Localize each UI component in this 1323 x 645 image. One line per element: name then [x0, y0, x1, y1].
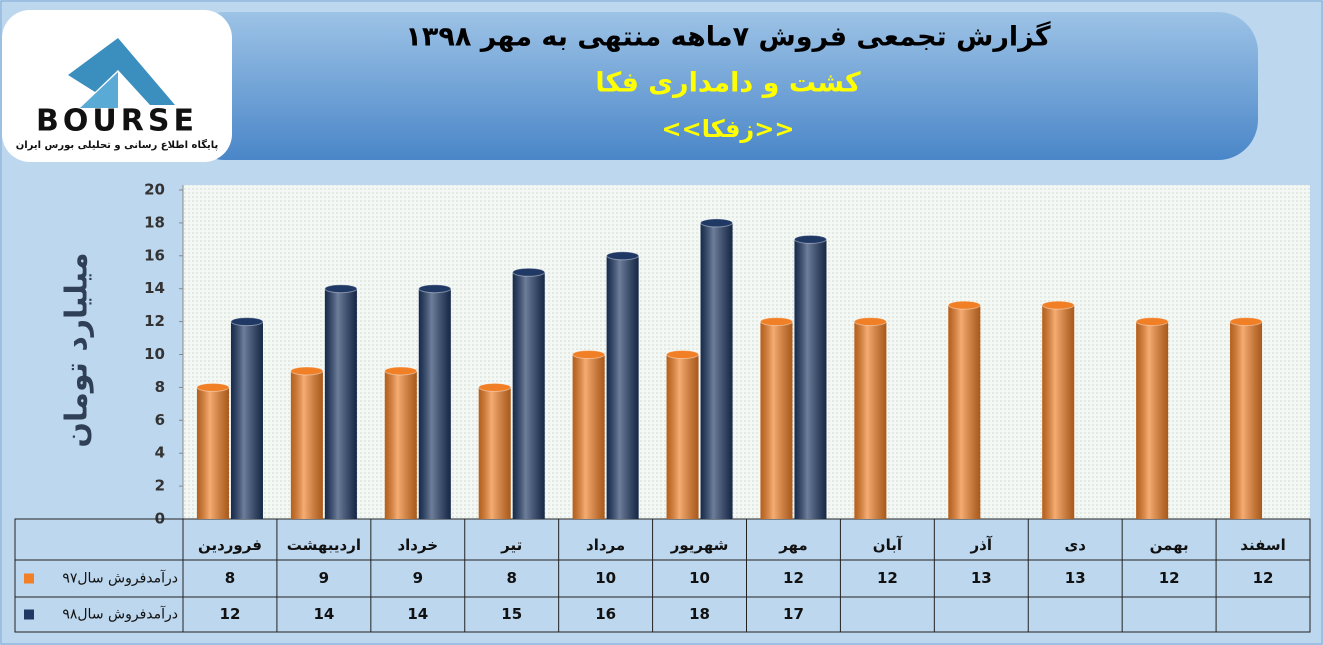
table-value: 9 — [413, 569, 423, 587]
bar-shade — [1042, 305, 1075, 519]
bar-cap — [290, 366, 324, 376]
bar-cap — [324, 284, 358, 294]
table-value: 12 — [220, 605, 241, 623]
x-tick-label: بهمن — [1150, 536, 1189, 554]
bar-cap — [1135, 317, 1169, 327]
x-tick-label: آذر — [970, 536, 993, 554]
y-tick-label: 16 — [144, 246, 165, 264]
bar-shade — [1136, 321, 1169, 519]
table-value: 14 — [313, 605, 334, 623]
table-value: 8 — [225, 569, 235, 587]
table-value: 12 — [1253, 569, 1274, 587]
bar-shade — [418, 288, 451, 519]
table-value: 12 — [1159, 569, 1180, 587]
y-tick-label: 6 — [155, 411, 165, 429]
bar-shade — [794, 239, 827, 519]
bar-shade — [572, 354, 605, 519]
table-value: 15 — [501, 605, 522, 623]
bar-shade — [606, 255, 639, 520]
bar-cap — [512, 267, 546, 277]
bar-shade — [290, 370, 323, 519]
x-tick-label: اسفند — [1240, 536, 1285, 554]
bar-shade — [948, 305, 981, 519]
logo-tagline: پایگاه اطلاع رسانی و تحلیلی بورس ایران — [16, 138, 219, 151]
bar-cap — [793, 234, 827, 244]
bar-cap — [418, 284, 452, 294]
x-tick-label: خرداد — [397, 536, 438, 554]
table-value: 13 — [971, 569, 992, 587]
bar-shade — [1230, 321, 1263, 519]
y-axis-label: میلیارد تومان — [60, 252, 95, 447]
bar-cap — [700, 218, 734, 228]
bar-shade — [196, 387, 229, 519]
chart-symbol: <<زفکا>> — [662, 115, 795, 143]
bar-cap — [1041, 300, 1075, 310]
x-tick-label: شهریور — [670, 536, 729, 554]
bar-cap — [1229, 317, 1263, 327]
x-tick-label: آبان — [873, 536, 903, 554]
table-value: 13 — [1065, 569, 1086, 587]
table-value: 10 — [595, 569, 616, 587]
bar-cap — [759, 317, 793, 327]
bar-cap — [196, 382, 230, 392]
bar-cap — [384, 366, 418, 376]
bar-cap — [947, 300, 981, 310]
bar-shade — [666, 354, 699, 519]
bar-shade — [760, 321, 793, 519]
plot-area — [183, 185, 1310, 519]
bar-shade — [512, 272, 545, 519]
bar-cap — [230, 317, 264, 327]
y-tick-label: 20 — [144, 181, 165, 199]
x-tick-label: مهر — [778, 536, 808, 554]
y-tick-label: 4 — [155, 444, 165, 462]
bar-shade — [700, 222, 733, 519]
y-tick-label: 8 — [155, 378, 165, 396]
x-tick-label: تیر — [500, 536, 522, 554]
table-value: 9 — [319, 569, 329, 587]
bar-shade — [324, 288, 357, 519]
logo-mark — [80, 72, 118, 108]
table-value: 8 — [506, 569, 516, 587]
x-tick-label: اردیبهشت — [287, 536, 361, 554]
logo-name: BOURSE — [36, 104, 198, 139]
bar-cap — [606, 251, 640, 261]
table-value: 17 — [783, 605, 804, 623]
bar-cap — [853, 317, 887, 327]
legend-swatch — [24, 573, 34, 584]
legend-label: درآمدفروش سال۹۸ — [62, 606, 178, 623]
y-tick-label: 14 — [144, 279, 165, 297]
legend-swatch — [24, 609, 34, 620]
table-value: 12 — [877, 569, 898, 587]
x-tick-label: مرداد — [586, 536, 625, 554]
table-value: 10 — [689, 569, 710, 587]
bar-shade — [230, 321, 263, 519]
chart-title: گزارش تجمعی فروش ۷ماهه منتهی به مهر ۱۳۹۸ — [405, 21, 1051, 53]
chart-subtitle: کشت و دامداری فکا — [595, 68, 861, 99]
bar-shade — [478, 387, 511, 519]
table-value: 14 — [407, 605, 428, 623]
table-value: 16 — [595, 605, 616, 623]
x-tick-label: دی — [1064, 536, 1086, 554]
bar-cap — [572, 350, 606, 359]
logo-mark — [68, 38, 175, 105]
legend-label: درآمدفروش سال۹۷ — [62, 570, 178, 587]
y-tick-label: 18 — [144, 213, 165, 231]
x-tick-label: فروردین — [198, 536, 262, 554]
bar-cap — [478, 382, 512, 392]
table-value: 18 — [689, 605, 710, 623]
bar-shade — [854, 321, 887, 519]
y-tick-label: 2 — [155, 477, 165, 495]
y-tick-label: 10 — [144, 345, 165, 363]
banner — [185, 12, 1258, 160]
table-value: 12 — [783, 569, 804, 587]
bar-shade — [384, 370, 417, 519]
y-tick-label: 12 — [144, 312, 165, 330]
bar-cap — [666, 350, 700, 359]
